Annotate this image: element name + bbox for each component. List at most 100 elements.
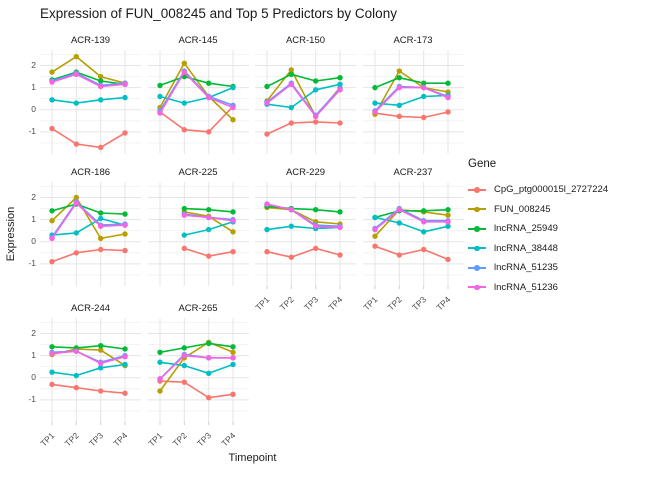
data-point <box>98 73 104 80</box>
data-point <box>444 223 451 229</box>
data-point <box>73 250 79 256</box>
data-point <box>313 206 319 213</box>
x-tick-label: TP3 <box>410 294 428 312</box>
data-point <box>313 119 319 125</box>
data-point <box>122 94 128 101</box>
series-line <box>373 76 449 89</box>
data-point <box>181 69 187 75</box>
legend-label: CpG_ptg000015l_2727224 <box>494 184 609 196</box>
series-line <box>373 245 449 261</box>
data-point <box>98 360 104 367</box>
series-line <box>51 248 126 263</box>
data-point <box>229 117 236 123</box>
data-point <box>264 83 270 90</box>
x-tick-label: TP2 <box>170 430 188 448</box>
data-point <box>396 113 402 120</box>
data-point <box>337 224 343 231</box>
x-tick-label: TP1 <box>253 294 271 312</box>
series-line <box>266 225 341 231</box>
x-axis-title: Timepoint <box>228 452 277 464</box>
data-point <box>371 100 378 106</box>
y-tick-label: 2 <box>31 327 36 338</box>
data-point <box>49 97 55 103</box>
data-point <box>205 94 211 101</box>
data-point <box>181 362 187 369</box>
facet-panel <box>147 182 249 286</box>
data-point <box>73 53 79 60</box>
data-point <box>73 230 79 236</box>
legend-key-icon <box>468 202 486 216</box>
data-point <box>444 80 451 86</box>
series-line <box>266 121 341 135</box>
data-point <box>49 218 55 224</box>
series-line <box>266 203 341 229</box>
data-point <box>337 252 343 258</box>
data-point <box>181 245 187 252</box>
series-line <box>51 383 126 394</box>
data-point <box>371 226 378 233</box>
legend-label: lncRNA_51236 <box>494 281 558 293</box>
x-tick-label: TP1 <box>38 430 56 448</box>
legend: Gene CpG_ptg000015l_2727224 FUN_008245 lnc… <box>468 158 608 297</box>
data-point <box>313 78 319 84</box>
y-tick-label: 0 <box>31 236 36 247</box>
y-tick-label: 1 <box>31 350 36 361</box>
series-line <box>266 206 341 225</box>
series-line <box>373 111 449 119</box>
data-point <box>98 83 104 90</box>
facet-strip-label: ACR-265 <box>178 303 218 314</box>
data-point <box>122 247 128 254</box>
data-point <box>396 252 402 258</box>
legend-key-icon <box>468 183 486 197</box>
data-point <box>98 144 104 151</box>
facet-strip-label: ACR-237 <box>393 167 433 178</box>
x-tick-label: TP3 <box>302 294 320 312</box>
data-point <box>98 210 104 216</box>
data-point <box>288 120 294 126</box>
data-point <box>49 69 55 75</box>
x-tick-label: TP2 <box>385 294 403 312</box>
data-point <box>98 246 104 253</box>
y-tick-label: 1 <box>31 214 36 225</box>
data-point <box>181 232 187 238</box>
series-line <box>51 350 126 365</box>
series-line <box>158 354 234 380</box>
series-line <box>158 342 234 354</box>
data-point <box>205 214 211 221</box>
chart-title: Expression of FUN_008245 and Top 5 Predi… <box>40 6 397 21</box>
data-point <box>49 235 55 242</box>
y-tick-label: 0 <box>31 104 36 115</box>
data-point <box>49 381 55 388</box>
legend-key-icon <box>468 280 486 294</box>
data-point <box>288 206 294 213</box>
data-point <box>181 126 187 133</box>
x-tick-label: TP1 <box>361 294 379 312</box>
facet-panel: TP1 TP2 TP3 TP4 <box>253 182 356 312</box>
data-point <box>288 71 294 78</box>
series-line <box>373 208 449 219</box>
x-tick-label: TP4 <box>219 430 237 448</box>
data-point <box>444 219 451 225</box>
facet-panel <box>40 50 141 154</box>
data-point <box>98 365 104 371</box>
data-point <box>98 388 104 394</box>
legend-label: lncRNA_25949 <box>494 223 558 235</box>
data-point <box>371 243 378 249</box>
x-tick-label: TP3 <box>195 430 213 448</box>
data-point <box>98 342 104 349</box>
data-point <box>396 74 402 81</box>
data-point <box>420 246 426 253</box>
facet-strip-label: ACR-244 <box>70 303 111 314</box>
series-line <box>373 208 449 231</box>
data-point <box>229 229 236 235</box>
facet-panel: TP1 TP2 TP3 TP4 <box>361 182 464 312</box>
data-point <box>181 212 187 218</box>
data-point <box>371 233 378 239</box>
data-point <box>420 84 426 91</box>
legend-label: lncRNA_51235 <box>494 262 558 274</box>
series-line <box>51 71 126 86</box>
x-tick-label: TP4 <box>326 294 344 312</box>
data-point <box>229 249 236 255</box>
data-point <box>444 256 451 263</box>
x-tick-label: TP2 <box>63 430 81 448</box>
